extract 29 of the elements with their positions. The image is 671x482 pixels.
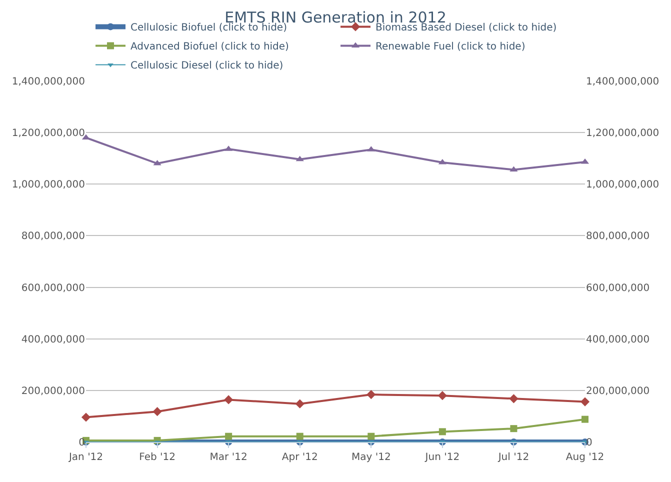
y2-tick-label: 200,000,000: [586, 386, 650, 397]
y2-tick-label: 1,200,000,000: [586, 128, 660, 140]
y-tick-label: 1,400,000,000: [12, 76, 85, 88]
x-tick-label: Jan '12: [68, 452, 104, 463]
y-tick-label: 1,000,000,000: [12, 180, 85, 191]
y-tick-label: 200,000,000: [21, 386, 85, 397]
y-tick-label: 600,000,000: [21, 282, 85, 294]
legend-label: Biomass Based Diesel (click to hide): [376, 22, 557, 34]
y2-tick-label: 400,000,000: [586, 334, 650, 346]
y2-tick-label: 1,400,000,000: [586, 76, 660, 88]
y2-tick-label: 0: [586, 438, 592, 448]
y-tick-label: 800,000,000: [21, 231, 85, 242]
y2-tick-label: 600,000,000: [586, 282, 650, 294]
x-tick-label: Aug '12: [566, 452, 604, 463]
legend-label: Cellulosic Diesel (click to hide): [130, 60, 284, 72]
y-tick-label: 0: [78, 438, 85, 448]
legend-label: Renewable Fuel (click to hide): [376, 42, 526, 53]
x-tick-label: Jul '12: [497, 452, 530, 463]
x-tick-label: Feb '12: [139, 452, 176, 463]
legend-label: Cellulosic Biofuel (click to hide): [130, 22, 288, 34]
y2-tick-label: 800,000,000: [586, 231, 650, 242]
legend-label: Advanced Biofuel (click to hide): [130, 42, 290, 53]
x-tick-label: Apr '12: [282, 452, 318, 463]
y-tick-label: 1,200,000,000: [12, 128, 85, 140]
x-tick-label: Jun '12: [424, 452, 460, 463]
x-tick-label: Mar '12: [210, 452, 248, 463]
y2-tick-label: 1,000,000,000: [586, 180, 660, 191]
x-tick-label: May '12: [351, 452, 391, 463]
y-tick-label: 400,000,000: [21, 334, 85, 346]
